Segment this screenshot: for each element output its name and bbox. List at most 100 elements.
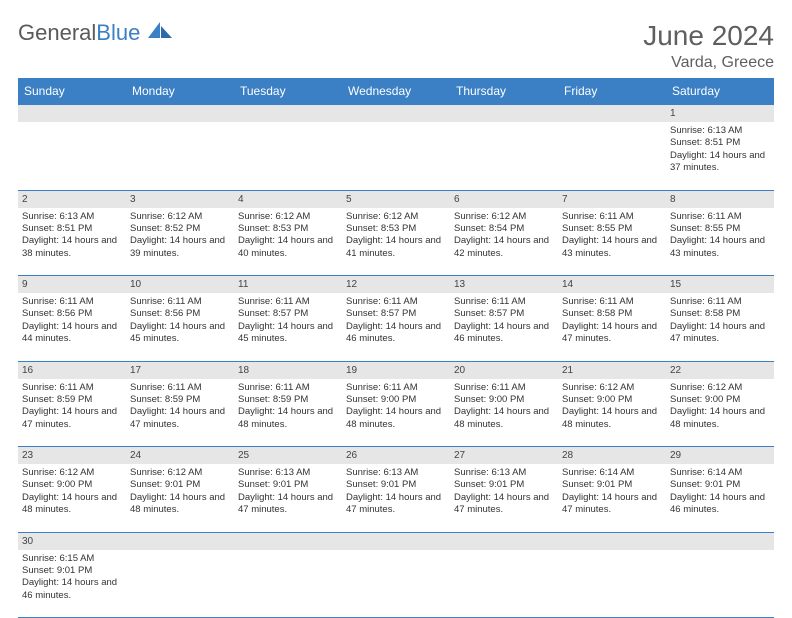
sunrise-line: Sunrise: 6:11 AM <box>22 382 122 394</box>
daylight-line: Daylight: 14 hours and 46 minutes. <box>346 321 446 346</box>
week-row: Sunrise: 6:15 AMSunset: 9:01 PMDaylight:… <box>18 550 774 618</box>
title-block: June 2024 Varda, Greece <box>643 20 774 72</box>
day-cell: Sunrise: 6:11 AMSunset: 9:00 PMDaylight:… <box>450 379 558 447</box>
day-number-cell: 20 <box>450 361 558 379</box>
day-cell: Sunrise: 6:11 AMSunset: 8:59 PMDaylight:… <box>126 379 234 447</box>
day-cell: Sunrise: 6:11 AMSunset: 8:58 PMDaylight:… <box>558 293 666 361</box>
daylight-line: Daylight: 14 hours and 47 minutes. <box>454 492 554 517</box>
weekday-header-row: SundayMondayTuesdayWednesdayThursdayFrid… <box>18 78 774 105</box>
sunset-line: Sunset: 9:00 PM <box>454 394 554 406</box>
day-cell: Sunrise: 6:13 AMSunset: 9:01 PMDaylight:… <box>450 464 558 532</box>
day-number-cell: 13 <box>450 276 558 294</box>
day-cell: Sunrise: 6:11 AMSunset: 8:57 PMDaylight:… <box>450 293 558 361</box>
daylight-line: Daylight: 14 hours and 48 minutes. <box>454 406 554 431</box>
sunset-line: Sunset: 9:00 PM <box>670 394 770 406</box>
daylight-line: Daylight: 14 hours and 47 minutes. <box>130 406 230 431</box>
sunset-line: Sunset: 8:58 PM <box>670 308 770 320</box>
weekday-header: Saturday <box>666 78 774 105</box>
week-row: Sunrise: 6:13 AMSunset: 8:51 PMDaylight:… <box>18 122 774 190</box>
day-cell: Sunrise: 6:11 AMSunset: 8:59 PMDaylight:… <box>18 379 126 447</box>
daylight-line: Daylight: 14 hours and 48 minutes. <box>670 406 770 431</box>
sunset-line: Sunset: 9:01 PM <box>22 565 122 577</box>
daylight-line: Daylight: 14 hours and 40 minutes. <box>238 235 338 260</box>
day-number-cell: 16 <box>18 361 126 379</box>
sunrise-line: Sunrise: 6:13 AM <box>454 467 554 479</box>
day-cell: Sunrise: 6:15 AMSunset: 9:01 PMDaylight:… <box>18 550 126 618</box>
day-number-row: 30 <box>18 532 774 550</box>
sunset-line: Sunset: 8:55 PM <box>670 223 770 235</box>
sunset-line: Sunset: 8:56 PM <box>130 308 230 320</box>
day-number-cell: 28 <box>558 447 666 465</box>
sunset-line: Sunset: 8:59 PM <box>130 394 230 406</box>
week-row: Sunrise: 6:12 AMSunset: 9:00 PM Daylight:… <box>18 464 774 532</box>
day-number-cell <box>558 105 666 123</box>
sunrise-line: Sunrise: 6:13 AM <box>346 467 446 479</box>
day-number-cell: 18 <box>234 361 342 379</box>
sunset-line: Sunset: 9:01 PM <box>454 479 554 491</box>
brand-logo: GeneralBlue <box>18 20 174 46</box>
day-cell <box>558 122 666 190</box>
sunset-line: Sunset: 9:01 PM <box>346 479 446 491</box>
day-number-cell <box>18 105 126 123</box>
daylight-line: Daylight: 14 hours and 46 minutes. <box>22 577 122 602</box>
sunrise-line: Sunrise: 6:12 AM <box>22 467 122 479</box>
daylight-line: Daylight: 14 hours and 47 minutes. <box>562 492 662 517</box>
weekday-header: Sunday <box>18 78 126 105</box>
sunrise-line: Sunrise: 6:13 AM <box>670 125 770 137</box>
day-number-cell <box>666 532 774 550</box>
sail-icon <box>146 20 174 46</box>
day-cell: Sunrise: 6:11 AMSunset: 8:57 PMDaylight:… <box>234 293 342 361</box>
sunset-line: Sunset: 9:00 PM <box>22 479 122 491</box>
sunrise-line: Sunrise: 6:11 AM <box>22 296 122 308</box>
sunrise-line: Sunrise: 6:12 AM <box>454 211 554 223</box>
day-cell: Sunrise: 6:11 AMSunset: 9:00 PMDaylight:… <box>342 379 450 447</box>
day-number-cell: 9 <box>18 276 126 294</box>
sunset-line: Sunset: 8:59 PM <box>22 394 122 406</box>
daylight-line: Daylight: 14 hours and 46 minutes. <box>670 492 770 517</box>
day-number-cell: 21 <box>558 361 666 379</box>
day-cell: Sunrise: 6:12 AMSunset: 9:00 PMDaylight:… <box>666 379 774 447</box>
day-cell <box>234 550 342 618</box>
day-cell <box>666 550 774 618</box>
day-cell: Sunrise: 6:11 AMSunset: 8:55 PMDaylight:… <box>558 208 666 276</box>
sunrise-line: Sunrise: 6:11 AM <box>454 382 554 394</box>
day-cell <box>342 550 450 618</box>
day-cell: Sunrise: 6:12 AMSunset: 9:00 PMDaylight:… <box>558 379 666 447</box>
sunset-line: Sunset: 8:51 PM <box>670 137 770 149</box>
daylight-line: Daylight: 14 hours and 37 minutes. <box>670 150 770 175</box>
daylight-line: Daylight: 14 hours and 48 minutes. <box>130 492 230 517</box>
daylight-line: Daylight: 14 hours and 45 minutes. <box>130 321 230 346</box>
daylight-line: Daylight: 14 hours and 48 minutes. <box>238 406 338 431</box>
day-number-cell: 14 <box>558 276 666 294</box>
daylight-line: Daylight: 14 hours and 47 minutes. <box>346 492 446 517</box>
day-number-cell <box>342 532 450 550</box>
sunset-line: Sunset: 9:00 PM <box>346 394 446 406</box>
header: GeneralBlue June 2024 Varda, Greece <box>18 20 774 72</box>
day-number-cell: 19 <box>342 361 450 379</box>
sunrise-line: Sunrise: 6:11 AM <box>670 211 770 223</box>
sunrise-line: Sunrise: 6:15 AM <box>22 553 122 565</box>
day-cell: Sunrise: 6:12 AMSunset: 8:54 PMDaylight:… <box>450 208 558 276</box>
week-row: Sunrise: 6:13 AMSunset: 8:51 PMDaylight:… <box>18 208 774 276</box>
week-row: Sunrise: 6:11 AMSunset: 8:56 PMDaylight:… <box>18 293 774 361</box>
sunrise-line: Sunrise: 6:12 AM <box>238 211 338 223</box>
day-number-cell: 25 <box>234 447 342 465</box>
weekday-header: Thursday <box>450 78 558 105</box>
weekday-header: Monday <box>126 78 234 105</box>
day-cell: Sunrise: 6:13 AMSunset: 8:51 PMDaylight:… <box>666 122 774 190</box>
sunrise-line: Sunrise: 6:11 AM <box>670 296 770 308</box>
sunrise-line: Sunrise: 6:12 AM <box>562 382 662 394</box>
sunset-line: Sunset: 8:51 PM <box>22 223 122 235</box>
daylight-line: Daylight: 14 hours and 38 minutes. <box>22 235 122 260</box>
day-number-cell: 24 <box>126 447 234 465</box>
day-cell: Sunrise: 6:11 AMSunset: 8:56 PMDaylight:… <box>126 293 234 361</box>
day-number-cell: 1 <box>666 105 774 123</box>
sunset-line: Sunset: 9:01 PM <box>130 479 230 491</box>
daylight-line: Daylight: 14 hours and 47 minutes. <box>238 492 338 517</box>
day-number-cell: 8 <box>666 190 774 208</box>
day-cell: Sunrise: 6:13 AMSunset: 8:51 PMDaylight:… <box>18 208 126 276</box>
day-number-cell <box>126 105 234 123</box>
sunset-line: Sunset: 9:00 PM <box>562 394 662 406</box>
day-cell: Sunrise: 6:12 AMSunset: 9:00 PMDaylight:… <box>18 464 126 532</box>
sunrise-line: Sunrise: 6:13 AM <box>22 211 122 223</box>
